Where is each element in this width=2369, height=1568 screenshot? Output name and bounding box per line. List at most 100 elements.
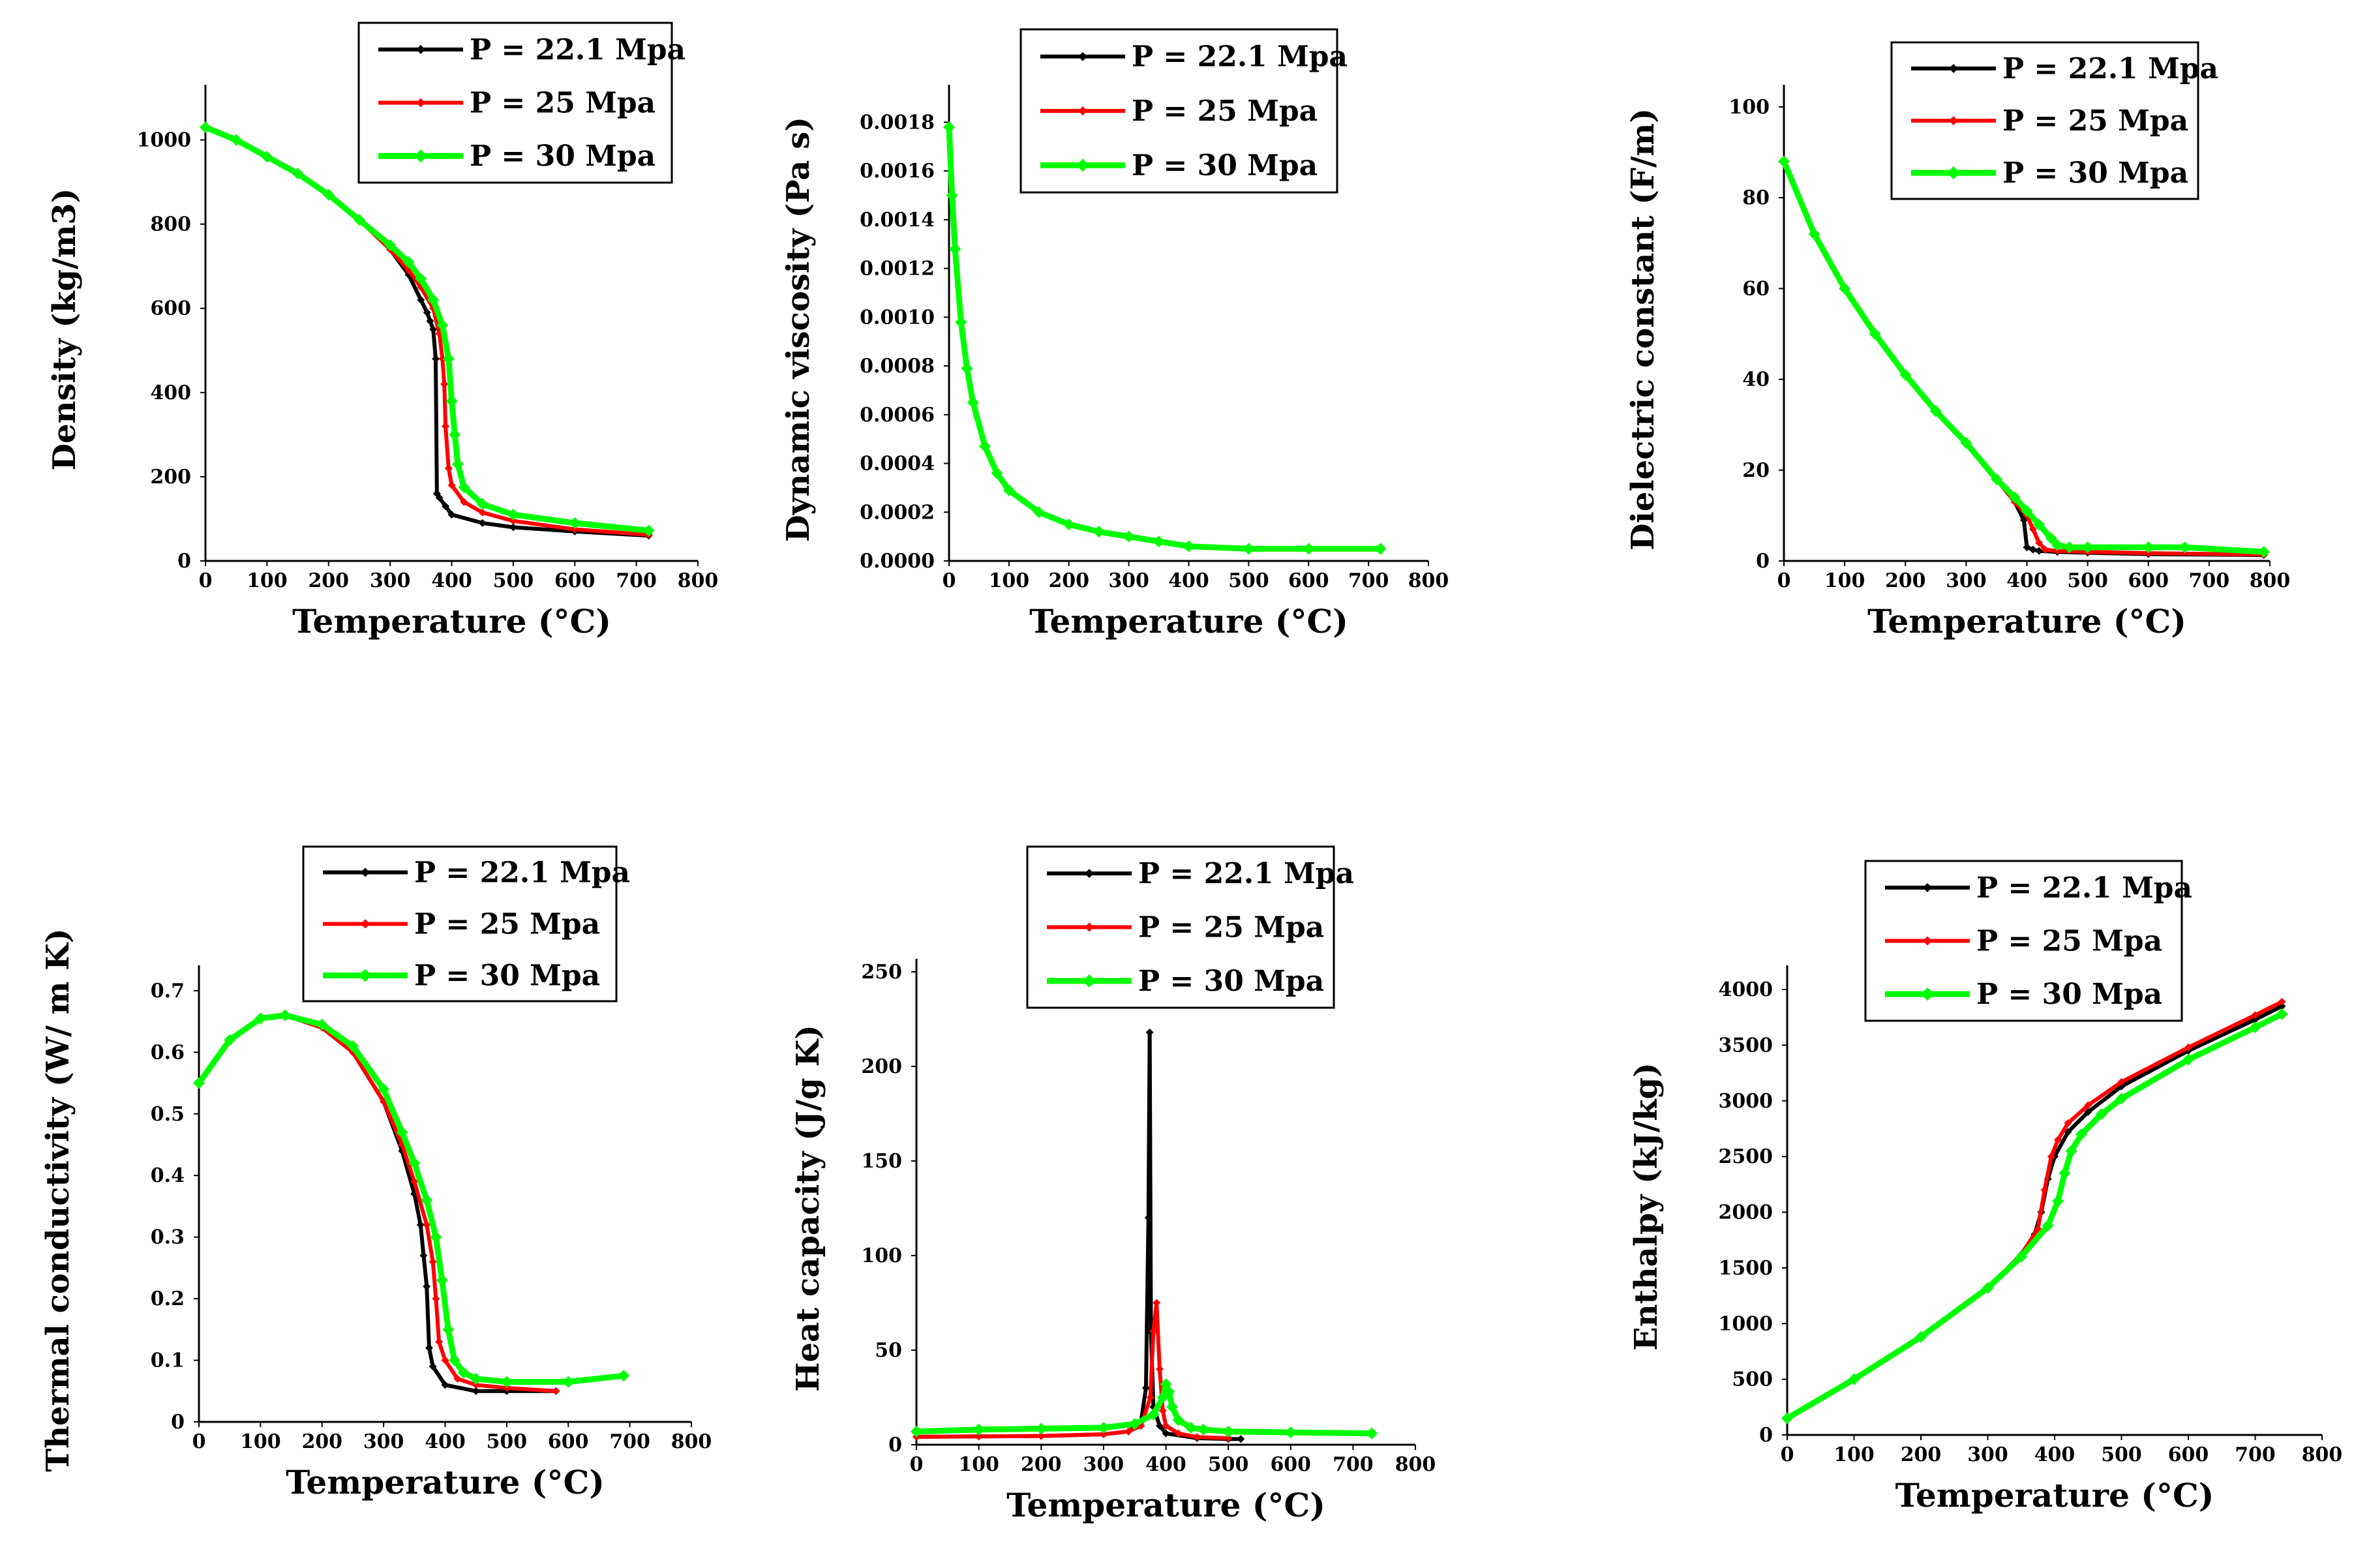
data-point (2042, 1220, 2054, 1232)
data-point (1141, 1384, 1150, 1392)
data-point (2179, 541, 2191, 554)
data-point (445, 395, 458, 407)
legend-marker (1947, 166, 1960, 179)
y-tick-label: 250 (861, 961, 902, 984)
y-tick-label: 400 (150, 382, 191, 404)
series-line (1782, 160, 2264, 557)
data-point (457, 1366, 470, 1379)
series-line (204, 125, 649, 537)
data-point (2184, 1043, 2192, 1051)
y-tick-label: 0 (1759, 1424, 1773, 1447)
data-point (292, 168, 304, 180)
data-point (1929, 405, 1942, 417)
data-point (1155, 1365, 1164, 1373)
data-point (2075, 1128, 2087, 1141)
series-2 (1778, 155, 2270, 558)
data-point (441, 1356, 449, 1364)
y-tick-label: 0.0006 (860, 404, 935, 427)
y-tick-label: 20 (1742, 459, 1770, 482)
y-tick-label: 3000 (1719, 1090, 1773, 1113)
data-point (1144, 1214, 1153, 1222)
legend-marker (414, 149, 427, 163)
data-point (1960, 437, 1972, 449)
x-tick-label: 200 (1048, 569, 1089, 592)
data-point (1153, 535, 1165, 548)
data-point (1063, 518, 1075, 530)
x-tick-label: 300 (363, 1430, 404, 1453)
density-panel: 0 100 200 300 400 500 600 700 800 0 200 400 600 800 10… (0, 0, 776, 750)
data-point (346, 1040, 359, 1052)
data-point (1097, 1421, 1109, 1434)
data-point (1848, 1373, 1860, 1385)
x-tick-label: 0 (910, 1453, 924, 1476)
data-point (442, 502, 450, 511)
legend-marker (359, 969, 372, 982)
data-point (378, 1083, 390, 1095)
series-line (946, 127, 1381, 552)
data-point (435, 494, 444, 502)
data-point (429, 325, 438, 333)
y-axis-title: Dielectric constant (F/m) (1625, 108, 1661, 550)
series-2 (1781, 1008, 2288, 1425)
data-point (502, 1384, 511, 1393)
x-tick-label: 500 (487, 1430, 528, 1453)
dielectric-panel: 0 100 200 300 400 500 600 700 800 0 20 40 60 80 100 Tem… (1559, 0, 2369, 750)
x-tick-label: 0 (199, 569, 213, 592)
data-point (1037, 1432, 1046, 1440)
data-point (425, 1344, 433, 1352)
data-point (1224, 1434, 1233, 1442)
data-point (2084, 1101, 2092, 1109)
data-point (642, 524, 655, 537)
data-point (478, 519, 487, 527)
data-point (1243, 543, 1255, 555)
data-point (1155, 1422, 1164, 1430)
y-tick-label: 0.0010 (860, 306, 935, 329)
y-axis-title: Dynamic viscosity (Pa s) (780, 117, 817, 542)
data-point (1174, 1429, 1183, 1438)
legend-marker (1085, 922, 1094, 932)
data-point (943, 121, 955, 133)
y-tick-label: 100 (1728, 96, 1770, 119)
data-point (2115, 1093, 2128, 1105)
y-tick-label: 0.7 (151, 980, 185, 1003)
data-point (1869, 327, 1881, 340)
data-point (435, 1338, 444, 1346)
legend-label: P = 30 Mpa (2002, 157, 2188, 190)
data-point (431, 355, 440, 363)
x-tick-label: 100 (240, 1430, 281, 1453)
legend-marker (1923, 936, 1932, 946)
legend-label: P = 25 Mpa (414, 908, 600, 941)
x-axis-title: Temperature (°C) (1895, 1476, 2214, 1515)
data-point (322, 188, 335, 201)
data-point (2045, 532, 2057, 545)
data-point (1166, 1401, 1179, 1413)
data-point (2054, 1136, 2062, 1144)
data-point (2015, 1250, 2027, 1263)
data-point (1781, 1412, 1793, 1425)
series-1 (913, 1299, 1233, 1442)
data-point (973, 1423, 985, 1436)
y-tick-label: 0.2 (151, 1288, 185, 1310)
data-point (2249, 1021, 2261, 1034)
data-point (476, 498, 489, 510)
series-line (204, 125, 649, 538)
data-point (427, 294, 440, 306)
data-point (261, 151, 273, 163)
data-point (1162, 1422, 1170, 1430)
data-point (1093, 526, 1105, 538)
y-axis-title: Heat capacity (J/g K) (790, 1025, 826, 1392)
x-tick-label: 200 (1021, 1453, 1062, 1476)
legend-label: P = 30 Mpa (414, 959, 600, 993)
x-tick-label: 100 (1824, 569, 1865, 592)
x-tick-label: 600 (554, 569, 596, 592)
data-point (2040, 1186, 2049, 1194)
data-point (1184, 1421, 1197, 1434)
data-point (2276, 1008, 2288, 1020)
y-tick-label: 60 (1742, 277, 1770, 300)
legend: P = 22.1 Mpa P = 25 Mpa P = 30 Mpa (1026, 845, 1354, 1009)
y-tick-label: 50 (875, 1339, 902, 1362)
data-point (1222, 1425, 1235, 1438)
legend-label: P = 25 Mpa (470, 87, 656, 120)
y-axis-title: Density (kg/m3) (46, 188, 83, 470)
y-tick-label: 80 (1742, 187, 1770, 209)
